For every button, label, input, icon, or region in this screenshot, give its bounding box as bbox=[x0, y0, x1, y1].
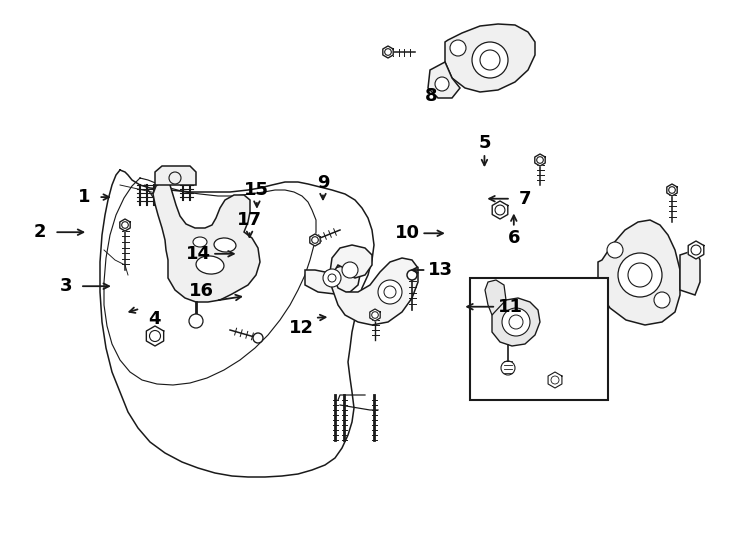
Text: 13: 13 bbox=[428, 261, 453, 279]
Polygon shape bbox=[445, 24, 535, 92]
Polygon shape bbox=[305, 265, 360, 294]
Ellipse shape bbox=[193, 237, 207, 247]
Polygon shape bbox=[666, 184, 677, 196]
Polygon shape bbox=[535, 154, 545, 166]
Text: 3: 3 bbox=[59, 277, 73, 295]
Polygon shape bbox=[485, 280, 506, 315]
Text: 7: 7 bbox=[518, 190, 531, 208]
Circle shape bbox=[253, 333, 263, 343]
Polygon shape bbox=[680, 250, 700, 295]
Text: 2: 2 bbox=[34, 223, 47, 241]
Circle shape bbox=[472, 42, 508, 78]
Text: 15: 15 bbox=[244, 181, 269, 199]
Text: 11: 11 bbox=[498, 298, 523, 316]
Text: 6: 6 bbox=[507, 228, 520, 247]
Polygon shape bbox=[155, 166, 196, 185]
Circle shape bbox=[342, 262, 358, 278]
Polygon shape bbox=[493, 201, 508, 219]
Polygon shape bbox=[330, 245, 418, 325]
Text: 16: 16 bbox=[189, 281, 214, 300]
Polygon shape bbox=[310, 234, 320, 246]
Circle shape bbox=[618, 253, 662, 297]
Polygon shape bbox=[120, 219, 130, 231]
Bar bbox=[470, 278, 608, 400]
Polygon shape bbox=[153, 182, 260, 302]
Circle shape bbox=[407, 270, 417, 280]
Polygon shape bbox=[688, 241, 704, 259]
Polygon shape bbox=[492, 298, 540, 346]
Text: 5: 5 bbox=[478, 134, 491, 152]
Circle shape bbox=[435, 77, 449, 91]
Text: 4: 4 bbox=[148, 309, 161, 328]
Text: 17: 17 bbox=[237, 211, 262, 230]
Circle shape bbox=[323, 269, 341, 287]
Circle shape bbox=[450, 40, 466, 56]
Polygon shape bbox=[146, 326, 164, 346]
Text: 12: 12 bbox=[288, 319, 313, 337]
Text: 10: 10 bbox=[395, 224, 420, 242]
Ellipse shape bbox=[214, 238, 236, 252]
Text: 1: 1 bbox=[78, 188, 91, 206]
Circle shape bbox=[189, 314, 203, 328]
Text: 14: 14 bbox=[186, 245, 211, 263]
Polygon shape bbox=[548, 372, 562, 388]
Polygon shape bbox=[428, 62, 460, 98]
Ellipse shape bbox=[196, 256, 224, 274]
Circle shape bbox=[378, 280, 402, 304]
Text: 8: 8 bbox=[425, 87, 438, 105]
Circle shape bbox=[502, 308, 530, 336]
Polygon shape bbox=[370, 309, 380, 321]
Polygon shape bbox=[598, 220, 680, 325]
Circle shape bbox=[607, 242, 623, 258]
Circle shape bbox=[654, 292, 670, 308]
Text: 9: 9 bbox=[316, 173, 330, 192]
Polygon shape bbox=[383, 46, 393, 58]
